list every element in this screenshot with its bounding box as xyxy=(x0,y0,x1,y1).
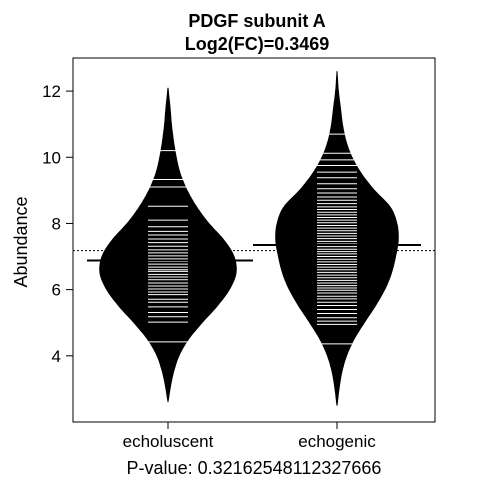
plot-area: 4 6 8 10 12 echoluscent echogenic xyxy=(42,57,436,451)
x-tick-label-echogenic: echogenic xyxy=(298,432,376,451)
y-tick-label: 12 xyxy=(42,82,61,101)
y-tick-label: 6 xyxy=(52,281,61,300)
chart-title-line2: Log2(FC)=0.3469 xyxy=(185,34,330,54)
y-tick-label: 4 xyxy=(52,347,61,366)
y-tick-label: 10 xyxy=(42,148,61,167)
y-axis-label: Abundance xyxy=(11,196,31,287)
plot-frame xyxy=(72,57,436,423)
y-tick-label: 8 xyxy=(52,214,61,233)
x-axis-label: P-value: 0.32162548112327666 xyxy=(127,458,382,478)
chart-title-line1: PDGF subunit A xyxy=(188,11,325,31)
bean-echoluscent xyxy=(99,87,237,403)
x-tick-label-echoluscent: echoluscent xyxy=(123,432,214,451)
